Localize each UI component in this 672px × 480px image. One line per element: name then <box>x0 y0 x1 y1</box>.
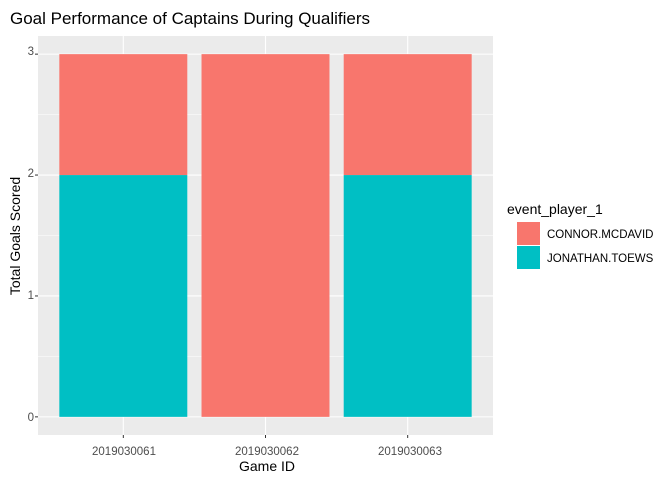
x-tick-label-2019030063: 2019030063 <box>378 446 442 458</box>
legend-key-connor-mcdavid <box>517 222 540 245</box>
chart-title: Goal Performance of Captains During Qual… <box>10 9 370 28</box>
bar-2019030061-jonathan-toews <box>59 175 188 417</box>
legend-title: event_player_1 <box>507 201 603 217</box>
x-tick-label-2019030062: 2019030062 <box>235 446 299 458</box>
x-axis-title: Game ID <box>239 458 295 474</box>
legend-key-jonathan-toews <box>517 246 540 269</box>
bar-2019030061-connor-mcdavid <box>59 54 188 176</box>
axis-ticks <box>35 53 409 438</box>
bar-2019030062-connor-mcdavid <box>201 54 330 417</box>
y-tick-label-1: 1 <box>28 290 34 302</box>
bar-2019030063-jonathan-toews <box>343 175 472 417</box>
bar-2019030063-connor-mcdavid <box>343 54 472 176</box>
legend-label-jonathan-toews: JONATHAN.TOEWS <box>547 253 654 265</box>
legend-label-connor-mcdavid: CONNOR.MCDAVID <box>547 229 653 241</box>
legend: event_player_1 CONNOR.MCDAVID JONATHAN.T… <box>507 201 654 269</box>
y-tick-label-3: 3 <box>28 46 34 58</box>
bars <box>59 54 472 417</box>
y-axis-title: Total Goals Scored <box>7 177 23 295</box>
x-tick-label-2019030061: 2019030061 <box>92 446 156 458</box>
y-tick-label-0: 0 <box>28 412 34 424</box>
y-tick-label-2: 2 <box>28 168 34 180</box>
